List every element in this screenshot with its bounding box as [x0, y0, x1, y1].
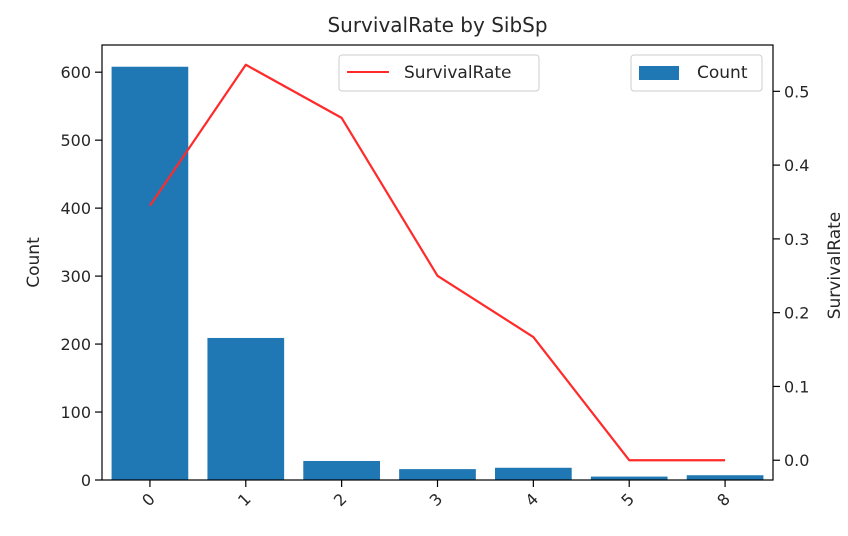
bar-1 [207, 337, 285, 480]
legend-count-swatch [639, 66, 679, 80]
bar-series-count [111, 66, 764, 480]
left-tick-label: 0 [81, 471, 91, 490]
line-series-survivalrate [149, 63, 726, 462]
left-axis-label: Count [24, 237, 44, 288]
legend-count-box [630, 54, 763, 92]
legend-survivalrate-box [338, 54, 540, 92]
right-tick-label: 0.3 [784, 230, 809, 249]
bar-2 [303, 460, 380, 480]
right-y-axis: 0.0 0.1 0.2 0.3 0.4 0.5 [773, 82, 809, 470]
left-tick-label: 500 [60, 131, 91, 150]
right-tick-label: 0.0 [784, 451, 809, 470]
legend-count: Count [630, 54, 763, 92]
legend-survivalrate: SurvivalRate [338, 54, 540, 92]
right-tick-label: 0.5 [784, 82, 809, 101]
bar-0 [111, 66, 189, 480]
bar-3 [399, 469, 476, 480]
right-tick-label: 0.2 [784, 304, 809, 323]
right-tick-label: 0.4 [784, 156, 809, 175]
legend-count-label: Count [697, 63, 748, 83]
bar-5 [590, 476, 668, 480]
chart-title: SurvivalRate by SibSp [327, 13, 547, 37]
legend-survivalrate-label: SurvivalRate [404, 63, 512, 83]
left-tick-label: 100 [60, 403, 91, 422]
bar-8 [686, 475, 764, 480]
right-tick-label: 0.1 [784, 377, 809, 396]
right-axis-label: SurvivalRate [825, 212, 845, 320]
left-tick-label: 600 [60, 63, 91, 82]
left-tick-label: 400 [60, 199, 91, 218]
bar-4 [495, 467, 572, 480]
left-y-axis: 0 100 200 300 400 500 600 [60, 63, 102, 490]
left-tick-label: 200 [60, 335, 91, 354]
left-tick-label: 300 [60, 267, 91, 286]
